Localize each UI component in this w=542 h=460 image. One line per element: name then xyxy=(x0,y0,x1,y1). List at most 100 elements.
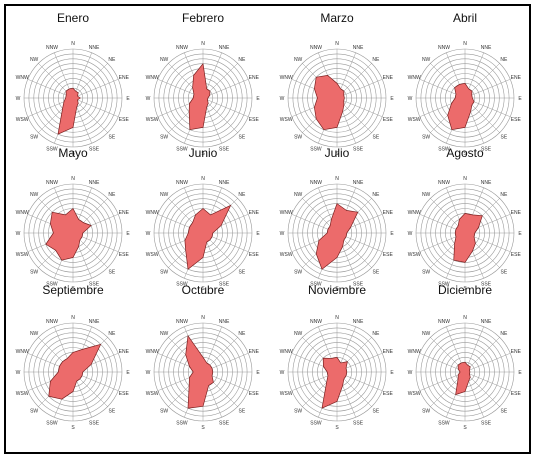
direction-label: S xyxy=(335,425,339,431)
direction-label: NNW xyxy=(46,319,58,325)
direction-label: SSE xyxy=(481,421,492,427)
direction-label: E xyxy=(126,96,130,102)
rose-mayo: Mayo N NNE NE ENE E ESE SE SSE S SSW SW WSW W WNW NW NNW xyxy=(16,146,131,292)
direction-label: NW xyxy=(160,331,169,337)
direction-label: NNE xyxy=(219,319,230,325)
direction-label: ENE xyxy=(119,210,130,216)
rose-petal-enero xyxy=(57,87,81,135)
direction-label: NW xyxy=(294,57,303,63)
direction-label: WSW xyxy=(408,117,421,123)
direction-label: WSW xyxy=(408,391,421,397)
direction-label: S xyxy=(201,151,205,157)
direction-label: ESE xyxy=(383,391,394,397)
direction-label: NNW xyxy=(176,180,188,186)
direction-label: E xyxy=(126,370,130,376)
rose-agosto: Agosto N NNE NE ENE E ESE SE SSE S SSW SW WSW W WNW NW N… xyxy=(408,146,523,292)
direction-label: WSW xyxy=(280,117,293,123)
grid-spoke xyxy=(72,63,108,99)
direction-label: SE xyxy=(373,135,380,141)
direction-label: ESE xyxy=(511,391,522,397)
rose-title: Noviembre xyxy=(308,283,366,297)
direction-label: N xyxy=(201,315,205,321)
direction-label: WSW xyxy=(16,391,29,397)
direction-label: E xyxy=(390,370,394,376)
direction-label: NE xyxy=(500,57,508,63)
grid-spoke xyxy=(72,79,119,99)
direction-label: E xyxy=(518,231,522,237)
direction-label: E xyxy=(390,231,394,237)
rose-title: Diciembre xyxy=(438,283,492,297)
direction-label: E xyxy=(256,370,260,376)
direction-label: S xyxy=(201,425,205,431)
direction-label: ENE xyxy=(383,349,394,355)
rose-abril: Abril N NNE NE ENE E ESE SE SSE S SSW SW WSW W WNW NW NN… xyxy=(408,11,523,157)
rose-title: Septiembre xyxy=(42,283,104,297)
rose-diciembre: Diciembre N NNE NE ENE E ESE SE SSE S SSW SW WSW W WNW… xyxy=(408,283,523,431)
direction-label: NNE xyxy=(353,45,364,51)
direction-label: ENE xyxy=(383,75,394,81)
direction-label: NNE xyxy=(219,45,230,51)
direction-label: NW xyxy=(160,57,169,63)
direction-label: SSE xyxy=(219,147,230,153)
rose-petal-noviembre xyxy=(321,356,348,409)
rose-enero: Enero N NNE NE ENE E ESE SE SSE S SSW SW WSW W WNW NW NN… xyxy=(16,11,131,157)
direction-label: NW xyxy=(422,331,431,337)
rose-petal-septiembre xyxy=(48,343,102,400)
direction-label: WNW xyxy=(280,210,293,216)
direction-label: ESE xyxy=(511,117,522,123)
direction-label: NNW xyxy=(310,319,322,325)
direction-label: WSW xyxy=(408,252,421,258)
direction-label: NE xyxy=(372,57,380,63)
direction-label: E xyxy=(126,231,130,237)
direction-label: SE xyxy=(373,409,380,415)
direction-label: NE xyxy=(108,57,116,63)
direction-label: NE xyxy=(238,331,246,337)
direction-label: WNW xyxy=(146,210,159,216)
direction-label: NE xyxy=(372,331,380,337)
direction-label: ESE xyxy=(249,117,260,123)
direction-label: SSW xyxy=(438,147,450,153)
grid-spoke xyxy=(419,371,466,391)
direction-label: N xyxy=(463,41,467,47)
direction-label: ESE xyxy=(383,117,394,123)
direction-label: WSW xyxy=(16,117,29,123)
rose-noviembre: Noviembre N NNE NE ENE E ESE SE SSE S SSW SW WSW W WNW… xyxy=(280,283,395,431)
direction-label: SE xyxy=(109,409,116,415)
grid-spoke xyxy=(202,97,238,133)
direction-label: NNE xyxy=(481,45,492,51)
direction-label: SE xyxy=(501,135,508,141)
direction-label: SW xyxy=(422,270,430,276)
direction-label: W xyxy=(146,231,151,237)
direction-label: SW xyxy=(160,135,168,141)
grid-spoke xyxy=(202,97,249,117)
direction-label: SE xyxy=(109,270,116,276)
direction-label: SW xyxy=(160,270,168,276)
rose-petal-febrero xyxy=(188,63,211,131)
direction-label: SSE xyxy=(481,147,492,153)
rose-title: Junio xyxy=(189,146,218,160)
direction-label: ENE xyxy=(249,75,260,81)
direction-label: WNW xyxy=(16,349,29,355)
direction-label: NW xyxy=(30,57,39,63)
direction-label: NE xyxy=(238,57,246,63)
rose-junio: Junio N NNE NE ENE E ESE SE SSE S SSW SW WSW W WNW NW NN… xyxy=(146,146,261,292)
direction-label: SSE xyxy=(353,282,364,288)
direction-label: ENE xyxy=(249,349,260,355)
direction-label: NE xyxy=(108,192,116,198)
direction-label: SE xyxy=(501,409,508,415)
grid-spoke xyxy=(464,371,500,407)
direction-label: WSW xyxy=(280,391,293,397)
rose-petal-julio xyxy=(315,203,359,270)
direction-label: NNE xyxy=(353,319,364,325)
direction-label: SSW xyxy=(438,421,450,427)
direction-label: SSW xyxy=(310,147,322,153)
direction-label: NNW xyxy=(438,180,450,186)
grid-spoke xyxy=(27,79,74,99)
direction-label: S xyxy=(463,425,467,431)
direction-label: E xyxy=(390,96,394,102)
direction-label: E xyxy=(518,96,522,102)
direction-label: NNW xyxy=(310,45,322,51)
direction-label: SSW xyxy=(176,421,188,427)
direction-label: SW xyxy=(30,409,38,415)
